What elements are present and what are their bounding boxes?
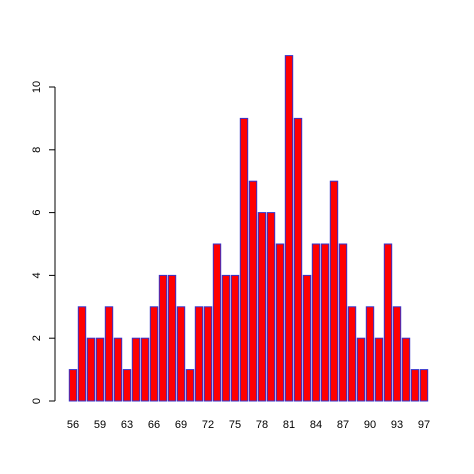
bar (311, 243, 321, 402)
bar (104, 306, 114, 402)
x-tick-label: 93 (391, 419, 403, 431)
bar (302, 274, 312, 402)
bar (113, 337, 123, 402)
bar (167, 274, 177, 402)
bar (77, 306, 87, 402)
x-tick-label: 84 (310, 419, 322, 431)
bar (86, 337, 96, 402)
y-tick-label: 0 (31, 398, 43, 404)
bar (176, 306, 186, 402)
bar (392, 306, 402, 402)
y-tick-label: 4 (31, 272, 43, 278)
y-tick-label: 6 (31, 210, 43, 216)
bar (329, 180, 339, 402)
bar (419, 369, 429, 402)
bar (131, 337, 141, 402)
bar (266, 212, 276, 402)
bar (95, 337, 105, 402)
bar (257, 212, 267, 402)
bar (383, 243, 393, 402)
bar (185, 369, 195, 402)
bar (194, 306, 204, 402)
bar (410, 369, 420, 402)
bar (212, 243, 222, 402)
bar (374, 337, 384, 402)
bar (203, 306, 213, 402)
bar (356, 337, 366, 402)
bar (320, 243, 330, 402)
bar (293, 117, 303, 402)
x-tick-label: 72 (202, 419, 214, 431)
y-tick-label: 10 (31, 81, 43, 93)
x-tick-label: 90 (364, 419, 376, 431)
bar (158, 274, 168, 402)
bar (347, 306, 357, 402)
bar (338, 243, 348, 402)
bar (248, 180, 258, 402)
x-tick-label: 97 (418, 419, 430, 431)
y-tick-label: 8 (31, 147, 43, 153)
x-tick-label: 75 (229, 419, 241, 431)
x-tick-label: 78 (256, 419, 268, 431)
x-tick-label: 81 (283, 419, 295, 431)
bar (239, 117, 249, 402)
bar (140, 337, 150, 402)
x-tick-label: 66 (148, 419, 160, 431)
bar (68, 369, 78, 402)
x-tick-label: 56 (67, 419, 79, 431)
bar (401, 337, 411, 402)
bar (221, 274, 231, 402)
x-tick-label: 59 (94, 419, 106, 431)
bar (275, 243, 285, 402)
x-tick-label: 69 (175, 419, 187, 431)
x-tick-label: 87 (337, 419, 349, 431)
bar (284, 55, 294, 402)
bar (122, 369, 132, 402)
y-tick-label: 2 (31, 335, 43, 341)
bar (365, 306, 375, 402)
x-tick-label: 63 (121, 419, 133, 431)
bar (230, 274, 240, 402)
bar (149, 306, 159, 402)
